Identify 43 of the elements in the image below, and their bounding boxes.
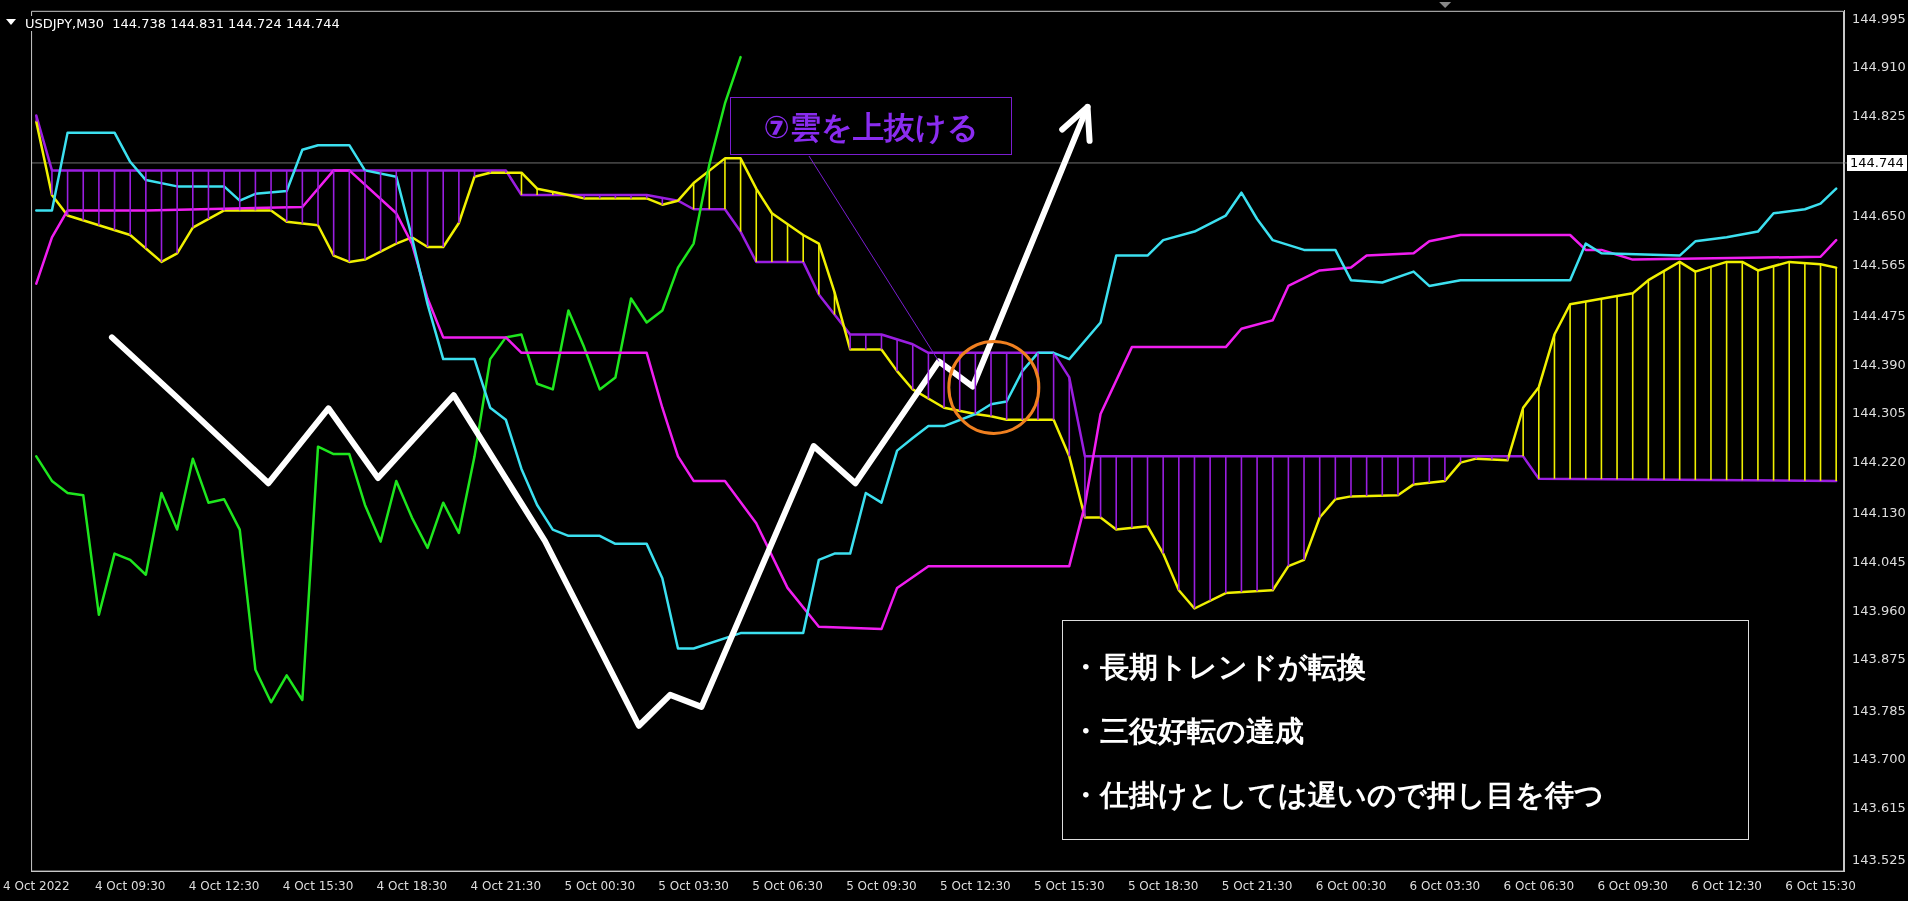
annotation: ・仕掛けとしては遅いので押し目を待つ bbox=[1071, 777, 1605, 814]
y-tick-label: 144.220 bbox=[1852, 454, 1906, 470]
y-tick-label: 143.700 bbox=[1852, 751, 1906, 767]
y-tick-label: 144.565 bbox=[1852, 256, 1906, 272]
y-tick-label: 143.525 bbox=[1852, 851, 1906, 867]
x-tick-label: 6 Oct 06:30 bbox=[1503, 878, 1575, 893]
y-tick-label: 144.650 bbox=[1852, 208, 1906, 224]
x-tick-label: 5 Oct 21:30 bbox=[1221, 878, 1293, 893]
x-tick-label: 5 Oct 03:30 bbox=[658, 878, 729, 893]
x-tick-label: 5 Oct 15:30 bbox=[1033, 878, 1105, 893]
y-tick-label: 144.825 bbox=[1852, 107, 1906, 123]
x-tick-label: 6 Oct 15:30 bbox=[1785, 878, 1856, 893]
y-tick-label: 143.615 bbox=[1852, 800, 1906, 816]
x-tick-label: 6 Oct 03:30 bbox=[1409, 878, 1481, 893]
x-tick-label: 4 Oct 2022 bbox=[3, 878, 70, 893]
x-tick-label: 4 Oct 12:30 bbox=[188, 878, 260, 893]
y-tick-label: 143.785 bbox=[1852, 702, 1906, 718]
x-tick-label: 5 Oct 00:30 bbox=[564, 878, 636, 893]
y-tick-label: 143.960 bbox=[1852, 602, 1906, 618]
y-tick-label: 143.875 bbox=[1852, 651, 1906, 667]
x-tick-label: 5 Oct 06:30 bbox=[752, 878, 823, 893]
y-tick-label: 144.910 bbox=[1852, 59, 1906, 75]
text: USDJPY,M30 144.738 144.831 144.724 144.744 bbox=[22, 16, 343, 31]
x-tick-label: 5 Oct 12:30 bbox=[940, 878, 1011, 893]
x-tick-label: 5 Oct 18:30 bbox=[1127, 878, 1199, 893]
x-tick-label: 6 Oct 00:30 bbox=[1315, 878, 1387, 893]
x-tick-label: 4 Oct 18:30 bbox=[376, 878, 448, 893]
y-tick-label: 144.045 bbox=[1852, 554, 1906, 570]
x-tick-label: 6 Oct 12:30 bbox=[1691, 878, 1762, 893]
x-tick-label: 5 Oct 09:30 bbox=[846, 878, 917, 893]
annotation: ・長期トレンドが転換 bbox=[1071, 649, 1367, 686]
y-tick-label: 144.130 bbox=[1852, 505, 1906, 521]
ref-line-label: 144.744 bbox=[1847, 154, 1907, 171]
x-tick-label: 6 Oct 09:30 bbox=[1597, 878, 1669, 893]
y-tick-label: 144.390 bbox=[1852, 356, 1906, 372]
x-tick-label: 4 Oct 09:30 bbox=[94, 878, 166, 893]
annotation: ⑦雲を上抜ける bbox=[730, 97, 1012, 155]
x-tick-label: 4 Oct 21:30 bbox=[470, 878, 542, 893]
y-tick-label: 144.475 bbox=[1852, 308, 1906, 324]
y-tick-label: 144.305 bbox=[1852, 405, 1906, 421]
annotation: ・三役好転の達成 bbox=[1071, 713, 1305, 750]
x-tick-label: 4 Oct 15:30 bbox=[282, 878, 354, 893]
y-tick-label: 144.995 bbox=[1852, 10, 1906, 26]
